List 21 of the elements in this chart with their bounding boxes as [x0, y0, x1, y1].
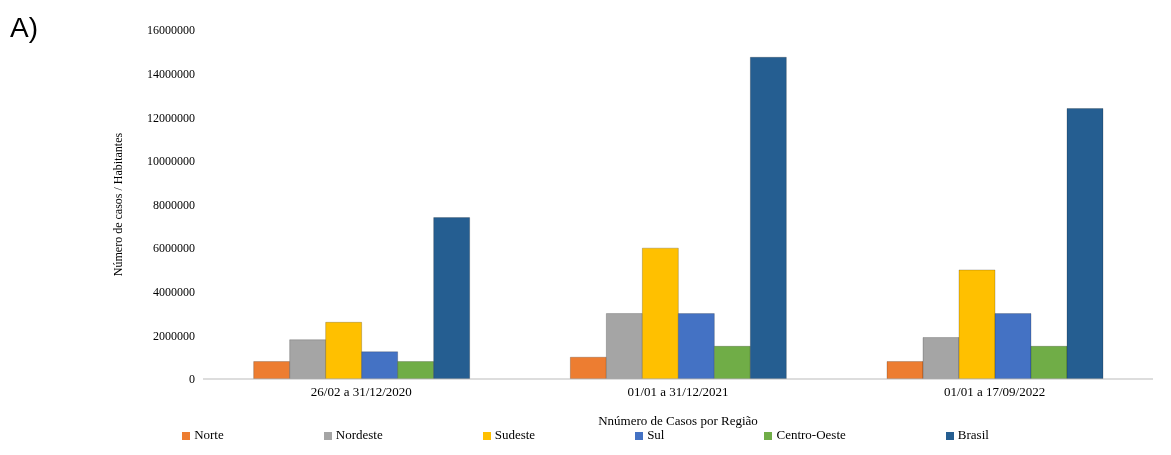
legend-label: Centro-Oeste: [776, 427, 846, 442]
x-axis-title: Nnúmero de Casos por Região: [598, 413, 758, 428]
y-tick-label: 10000000: [147, 154, 195, 169]
y-axis-title: Número de casos / Habitantes: [111, 132, 126, 277]
y-tick-label: 8000000: [153, 197, 195, 212]
legend-label: Sul: [647, 427, 665, 442]
x-tick-label: 26/02 a 31/12/2020: [310, 384, 412, 400]
legend-label: Sudeste: [494, 427, 536, 442]
x-tick-label: 01/01 a 17/09/2022: [944, 384, 1046, 400]
y-tick-label: 12000000: [147, 110, 195, 125]
legend-label: Norte: [194, 427, 224, 442]
legend-label: Brasil: [957, 427, 989, 442]
x-tick-label: 01/01 a 31/12/2021: [627, 384, 729, 400]
y-tick-label: 14000000: [147, 66, 195, 81]
y-tick-label: 16000000: [147, 23, 195, 38]
legend-label: Nordeste: [335, 427, 383, 442]
y-tick-label: 2000000: [153, 328, 195, 343]
y-tick-label: 0: [189, 372, 195, 387]
y-tick-label: 4000000: [153, 285, 195, 300]
y-tick-label: 6000000: [153, 241, 195, 256]
text: A): [10, 12, 38, 44]
